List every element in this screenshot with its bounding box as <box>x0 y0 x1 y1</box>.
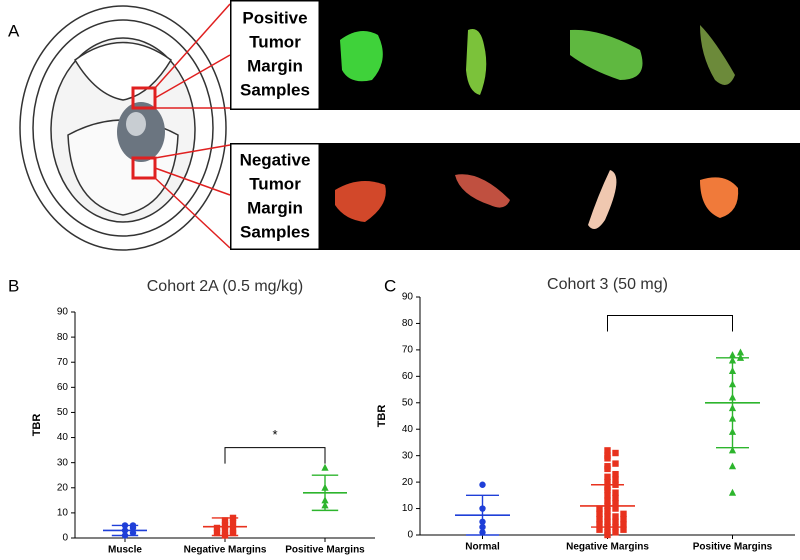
data-point <box>612 513 619 520</box>
y-tick-label: 90 <box>57 307 69 318</box>
panel-label: A <box>8 21 20 40</box>
image-label: Margin <box>247 198 303 217</box>
data-point <box>604 473 611 481</box>
significance-bracket <box>607 315 733 332</box>
error-bar <box>466 494 499 536</box>
data-point <box>620 526 627 533</box>
data-point <box>604 447 611 454</box>
data-point <box>596 526 603 533</box>
x-tick-label: Muscle <box>108 545 142 555</box>
data-point <box>604 529 611 536</box>
y-tick-label: 10 <box>402 503 414 514</box>
error-bar <box>591 484 624 528</box>
data-point <box>479 481 486 488</box>
data-point <box>604 463 611 470</box>
data-point <box>612 500 619 507</box>
data-point <box>596 521 603 528</box>
data-point <box>596 515 603 523</box>
data-point <box>229 527 237 534</box>
image-label: Samples <box>240 80 310 99</box>
tissue-samples <box>335 25 739 229</box>
data-point <box>728 488 737 496</box>
data-point <box>321 463 329 471</box>
y-axis-label: TBR <box>31 414 43 437</box>
data-point <box>736 348 745 356</box>
panel-label: B <box>8 276 19 295</box>
image-label: Negative <box>240 150 311 169</box>
data-point <box>129 529 137 537</box>
data-point <box>596 505 603 512</box>
data-point <box>612 489 619 496</box>
panel-label: C <box>384 276 396 295</box>
y-tick-label: 0 <box>62 533 68 544</box>
tumor-highlight <box>126 112 146 136</box>
image-label: Positive <box>242 8 307 27</box>
data-point <box>213 529 221 537</box>
x-tick-label: Positive Margins <box>285 545 365 555</box>
data-point <box>728 351 737 359</box>
y-tick-label: 80 <box>402 318 414 329</box>
data-point <box>612 494 619 502</box>
data-point <box>612 476 619 483</box>
data-point <box>728 446 737 454</box>
x-tick-label: Negative Margins <box>184 545 267 555</box>
error-bar <box>111 524 139 537</box>
data-point <box>612 518 619 525</box>
data-point <box>612 470 619 478</box>
y-tick-label: 40 <box>402 424 414 435</box>
data-point <box>604 478 611 486</box>
y-tick-label: 0 <box>407 530 413 541</box>
data-point <box>612 505 619 512</box>
error-bar <box>311 474 339 512</box>
x-tick-label: Negative Margins <box>566 542 649 553</box>
error-bar <box>716 357 749 449</box>
y-tick-label: 20 <box>402 477 414 488</box>
data-point <box>612 529 619 536</box>
label-box <box>230 143 320 250</box>
y-tick-label: 60 <box>402 371 414 382</box>
x-tick-label: Positive Margins <box>693 542 773 553</box>
chart-title: Cohort 2A (0.5 mg/kg) <box>147 278 304 295</box>
data-point <box>604 452 611 459</box>
data-point <box>596 510 603 518</box>
connector-lines <box>154 3 231 249</box>
data-point <box>620 521 627 528</box>
y-tick-label: 80 <box>57 332 69 343</box>
image-label: Samples <box>240 222 310 241</box>
y-tick-label: 30 <box>57 457 69 468</box>
y-tick-label: 40 <box>57 432 69 443</box>
y-tick-label: 70 <box>402 345 414 356</box>
y-tick-label: 70 <box>57 357 69 368</box>
y-tick-label: 10 <box>57 508 69 519</box>
chart-title: Cohort 3 (50 mg) <box>547 276 668 293</box>
y-tick-label: 60 <box>57 382 69 393</box>
error-bar <box>211 517 239 537</box>
significance-bracket <box>224 447 326 464</box>
data-point <box>213 524 221 532</box>
data-point <box>620 510 627 518</box>
y-axis-label: TBR <box>376 405 388 428</box>
y-tick-label: 50 <box>57 407 69 418</box>
y-tick-label: 90 <box>402 292 414 303</box>
significance-label: * <box>272 427 277 442</box>
data-point <box>620 515 627 523</box>
image-label: Tumor <box>249 32 301 51</box>
x-tick-label: Normal <box>465 542 500 553</box>
data-point <box>612 449 619 457</box>
y-tick-label: 20 <box>57 482 69 493</box>
label-box <box>230 0 320 110</box>
data-point <box>229 519 237 527</box>
data-point <box>728 462 737 470</box>
image-label: Tumor <box>249 174 301 193</box>
data-point <box>612 460 619 467</box>
y-tick-label: 30 <box>402 450 414 461</box>
image-label: Margin <box>247 56 303 75</box>
y-tick-label: 50 <box>402 397 414 408</box>
